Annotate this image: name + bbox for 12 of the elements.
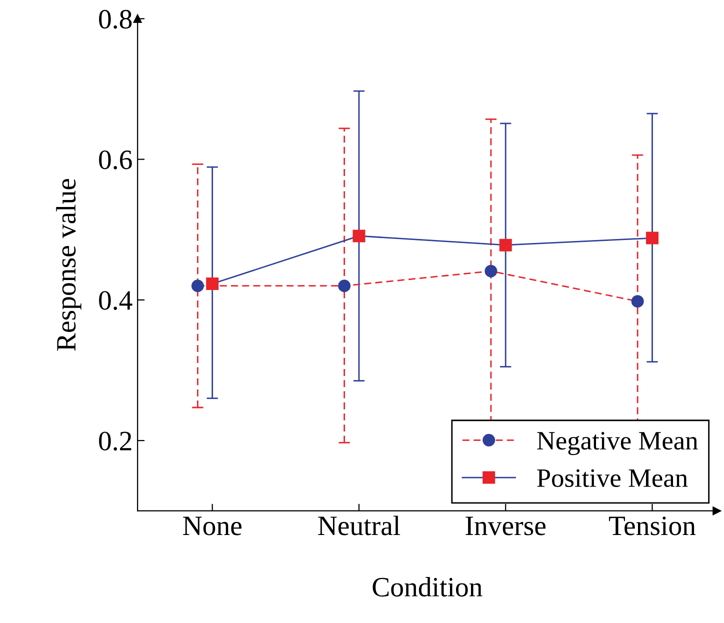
y-tick-label: 0.4 (99, 291, 132, 310)
x-tick-label: Inverse (466, 516, 546, 536)
y-tick-label: 0.2 (99, 432, 132, 451)
x-tick-label: Neutral (318, 516, 400, 536)
y-tick-label: 0.6 (99, 150, 132, 170)
legend-label: Negative Mean (537, 432, 698, 456)
x-axis-title: Condition (372, 577, 482, 597)
x-tick-label: Tension (608, 516, 696, 536)
y-axis-title: Response value (56, 178, 82, 351)
y-tick-label: 0.8 (99, 10, 132, 29)
x-tick-label: None (183, 516, 242, 536)
legend-label: Positive Mean (537, 469, 688, 488)
